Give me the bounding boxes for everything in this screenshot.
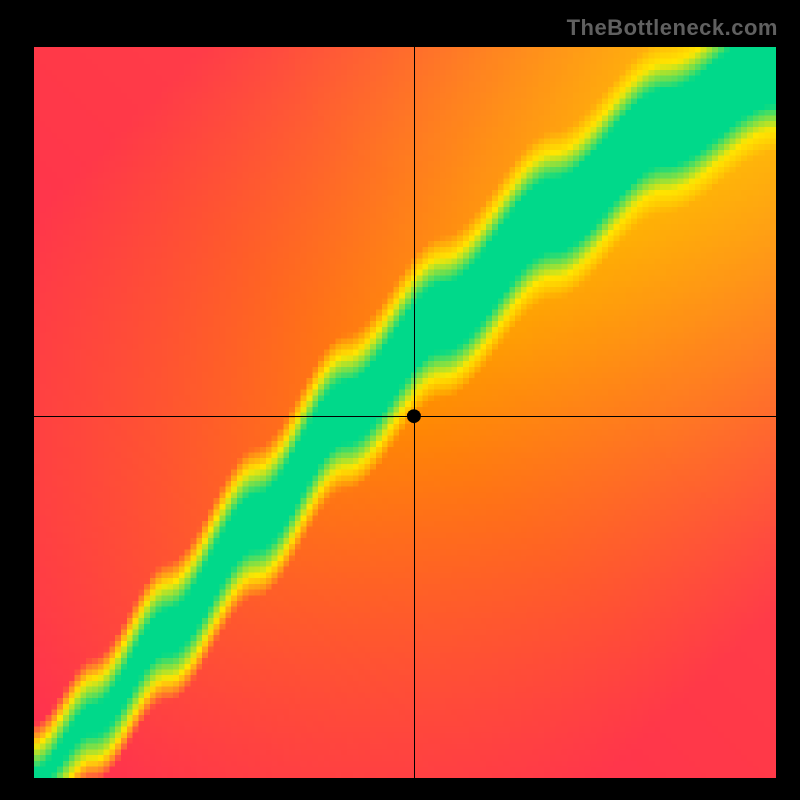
chart-container: TheBottleneck.com — [0, 0, 800, 800]
watermark-text: TheBottleneck.com — [567, 15, 778, 41]
crosshair-overlay — [0, 0, 800, 800]
